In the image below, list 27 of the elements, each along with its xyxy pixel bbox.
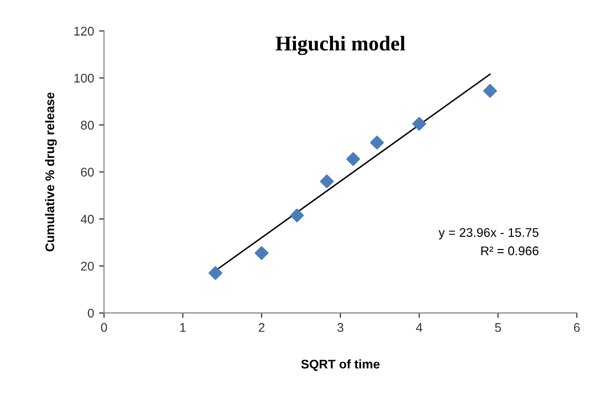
x-tick-label: 4 bbox=[416, 323, 422, 332]
y-tick-label: 120 bbox=[74, 26, 94, 36]
y-axis-title: Cumulative % drug release bbox=[45, 92, 57, 252]
point bbox=[483, 84, 497, 98]
x-tick-label: 0 bbox=[101, 323, 108, 332]
point bbox=[346, 152, 360, 166]
x-tick-label: 6 bbox=[574, 323, 580, 332]
x-tick-label: 3 bbox=[337, 323, 344, 332]
x-tick-label: 1 bbox=[180, 323, 186, 332]
point bbox=[254, 246, 269, 260]
x-tick-label: 5 bbox=[495, 323, 501, 332]
x-axis-title: SQRT of time bbox=[301, 359, 380, 371]
annotation: R² = 0.966 bbox=[481, 246, 538, 256]
x-tick-label: 2 bbox=[258, 323, 264, 332]
point bbox=[290, 208, 304, 222]
y-tick-label: 100 bbox=[74, 74, 94, 83]
point bbox=[370, 136, 384, 150]
y-tick-label: 80 bbox=[80, 120, 94, 130]
y-tick-label: 40 bbox=[80, 214, 94, 224]
y-tick-label: 0 bbox=[88, 308, 94, 318]
y-tick-label: 20 bbox=[81, 262, 94, 271]
point bbox=[320, 174, 334, 188]
point bbox=[412, 116, 426, 131]
y-tick-label: 60 bbox=[81, 168, 94, 177]
chart-title: Higuchi model bbox=[276, 36, 406, 55]
annotation: y = 23.96x - 15.75 bbox=[438, 228, 538, 240]
point bbox=[208, 266, 222, 280]
